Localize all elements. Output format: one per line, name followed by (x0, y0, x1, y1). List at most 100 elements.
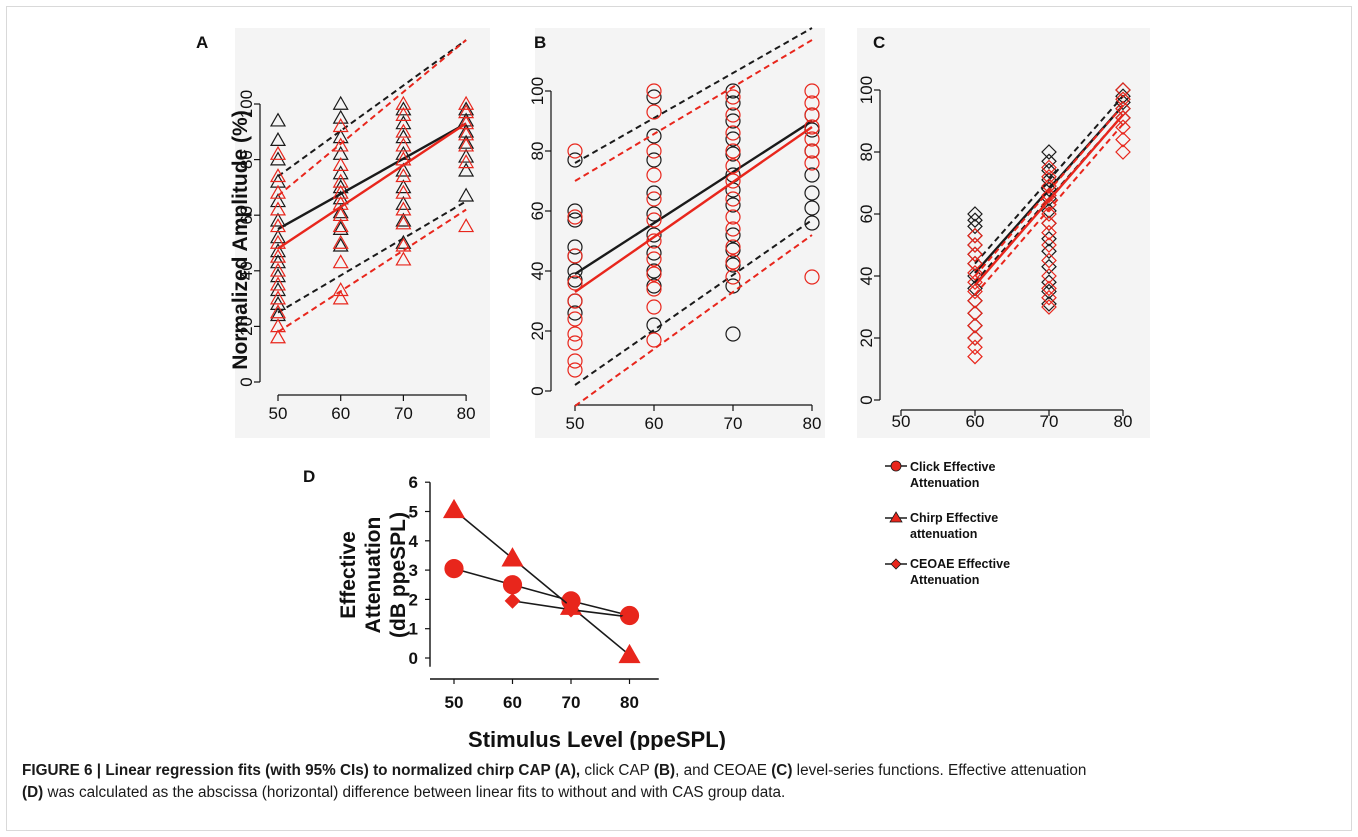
y-tick-label: 100 (857, 76, 876, 104)
data-point (804, 155, 820, 171)
data-point (1041, 181, 1057, 198)
legend-click-line-2: Attenuation (910, 476, 979, 490)
data-point (269, 229, 287, 244)
panel-a-letter: A (196, 33, 208, 52)
data-point (458, 187, 475, 202)
data-point (725, 191, 741, 207)
data-point (458, 137, 475, 152)
caption-ref-d: (D) (22, 784, 44, 801)
x-tick-label: 60 (503, 693, 522, 712)
data-point (646, 191, 662, 207)
data-point (1041, 268, 1057, 284)
ci-lower-line (277, 200, 467, 314)
x-tick-label: 60 (966, 412, 985, 431)
data-point (269, 201, 287, 216)
data-point (618, 643, 641, 664)
data-point (646, 266, 662, 282)
panel-d-y-label-line-3: (dB ppeSPL) (387, 512, 410, 638)
ci-upper-line (574, 39, 813, 182)
legend-ceoae-line-2: Attenuation (910, 573, 979, 587)
panel-c: C 0 20 40 60 80 100 50 60 70 80 (857, 28, 1150, 438)
y-tick-label: 4 (409, 532, 419, 551)
data-point (458, 148, 475, 163)
regression-fit-line (277, 122, 467, 250)
data-point (804, 122, 820, 138)
data-point (967, 237, 983, 253)
data-point (1041, 243, 1057, 260)
data-point (1115, 82, 1131, 98)
data-point (967, 218, 983, 235)
data-point (444, 559, 464, 579)
data-point (804, 269, 820, 285)
data-point (646, 143, 662, 159)
legend-click-marker (890, 460, 902, 472)
data-point (967, 212, 983, 229)
y-tick-label: 80 (857, 143, 876, 162)
data-point (804, 95, 820, 111)
data-point (1115, 131, 1131, 148)
panel-d: D Effective Attenuation (dB ppeSPL) Stim… (303, 460, 1010, 750)
data-point (646, 212, 662, 228)
data-point (395, 115, 412, 130)
data-point (395, 137, 412, 152)
y-tick-label: 100 (528, 77, 547, 105)
y-tick-label: 80 (528, 142, 547, 161)
y-tick-label: 6 (409, 473, 418, 492)
data-point (269, 131, 287, 146)
data-point (1115, 94, 1131, 111)
x-tick-label: 80 (457, 404, 476, 423)
regression-fit-line (574, 119, 813, 276)
data-point (1115, 144, 1131, 160)
data-point (725, 227, 741, 243)
data-point (1041, 215, 1057, 232)
data-point (967, 305, 983, 322)
data-point (725, 173, 741, 189)
data-point (269, 248, 287, 263)
panel-d-y-label-line-1: Effective (337, 531, 360, 619)
data-point (646, 167, 662, 183)
data-point (332, 282, 349, 297)
data-point (725, 326, 741, 342)
data-point (1041, 230, 1057, 247)
figure-frame (6, 6, 1352, 831)
data-point (1041, 299, 1057, 315)
data-point (725, 254, 741, 270)
y-tick-label: 100 (237, 90, 256, 118)
data-point (967, 317, 983, 334)
data-point (725, 197, 741, 213)
data-point (725, 107, 741, 123)
data-point (725, 257, 741, 273)
data-point (646, 185, 662, 201)
data-point (332, 109, 349, 124)
data-point (567, 209, 583, 225)
data-point (967, 265, 983, 281)
data-point (332, 95, 349, 110)
data-point (967, 268, 983, 284)
figure-caption: FIGURE 6 | Linear regression fits (with … (22, 760, 1332, 804)
data-point (563, 601, 579, 618)
x-tick-label: 70 (1040, 412, 1059, 431)
caption-ref-b: (B) (653, 762, 676, 779)
data-point (395, 212, 412, 227)
caption-text-2: , and CEOAE (675, 762, 772, 779)
data-point (804, 215, 820, 231)
data-point (1041, 224, 1057, 241)
data-point (646, 332, 662, 348)
figure-canvas: A Normalized Amplitude (%) 0204060801005… (196, 27, 1150, 750)
data-point (725, 209, 741, 225)
data-point (967, 339, 983, 356)
legend-chirp-marker (889, 511, 903, 523)
data-point (646, 263, 662, 279)
data-point (395, 251, 412, 266)
data-point (804, 119, 820, 135)
y-tick-label: 80 (237, 150, 256, 169)
data-point (1115, 119, 1131, 136)
y-tick-label: 40 (528, 262, 547, 281)
data-point (725, 239, 741, 255)
data-point (1041, 296, 1057, 312)
data-point (567, 335, 583, 351)
panel-c-background (857, 28, 1150, 438)
ci-upper-line (277, 39, 467, 178)
data-point (725, 269, 741, 285)
data-point (567, 203, 583, 219)
